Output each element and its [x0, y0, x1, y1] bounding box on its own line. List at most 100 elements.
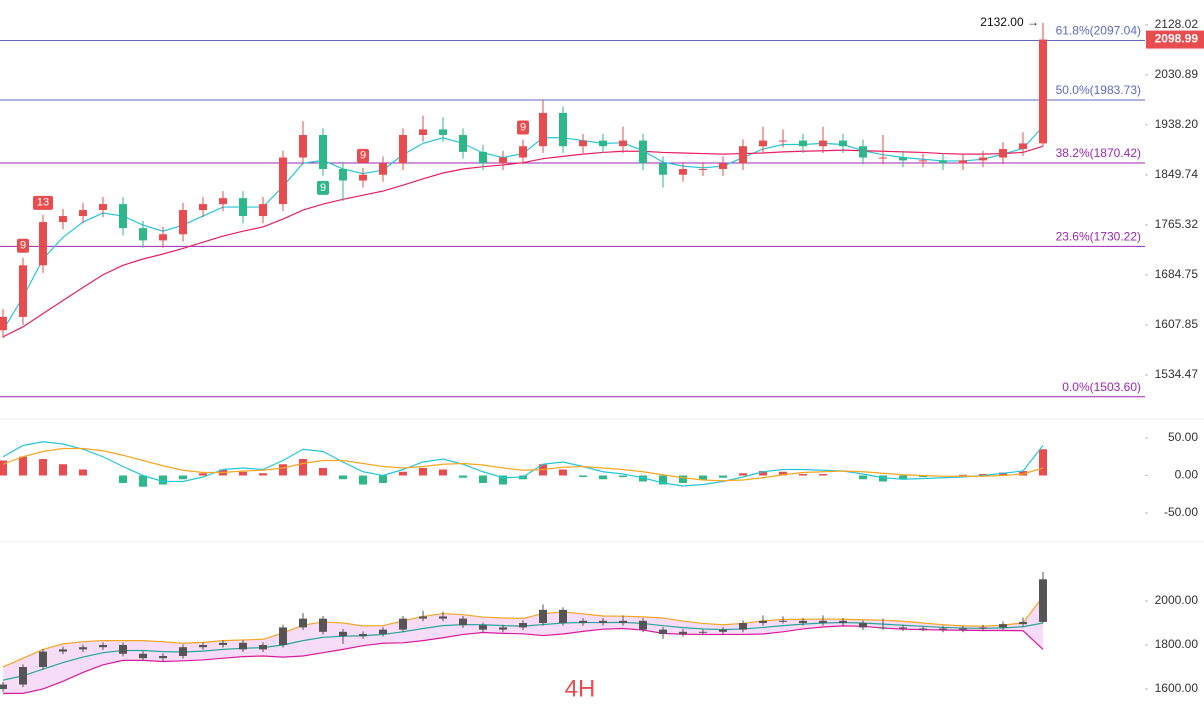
fib-label: 23.6%(1730.22): [1056, 230, 1141, 244]
candle-body: [859, 623, 867, 628]
candle-body: [19, 666, 27, 685]
candle-body: [199, 204, 207, 211]
watermark: 4H: [565, 675, 596, 702]
candle-body: [779, 140, 787, 142]
macd-bar: [639, 475, 647, 482]
macd-bar: [679, 475, 687, 483]
y-tick-label: 1938.20: [1155, 117, 1199, 131]
candle-body: [699, 168, 707, 170]
y-tick-label: 2128.02: [1155, 17, 1199, 31]
candle-body: [399, 618, 407, 630]
candle-body: [599, 140, 607, 147]
macd-bar: [479, 475, 487, 483]
candle-body: [419, 129, 427, 135]
candle-body: [539, 609, 547, 624]
candle-body: [499, 157, 507, 164]
y-tick-label: 1600.00: [1155, 681, 1199, 695]
candle-body: [639, 140, 647, 164]
macd-bar: [419, 468, 427, 476]
band-lower: [3, 625, 1044, 694]
candle-body: [0, 684, 7, 689]
candle-body: [839, 620, 847, 624]
candle-body: [99, 204, 107, 211]
macd-bar: [559, 469, 567, 476]
candle-body: [39, 222, 47, 266]
candle-body: [999, 149, 1007, 158]
macd-bar: [459, 475, 467, 478]
candle-body: [1019, 143, 1027, 150]
macd-bar: [499, 475, 507, 485]
macd-bar: [259, 473, 267, 476]
candle-body: [599, 620, 607, 624]
candle-body: [919, 628, 927, 630]
candle-body: [59, 216, 67, 223]
macd-bar: [799, 474, 807, 476]
candle-body: [579, 620, 587, 624]
candle-body: [479, 625, 487, 630]
candle-body: [299, 618, 307, 628]
td-label: 9: [360, 150, 366, 162]
y-tick-label: 1607.85: [1155, 317, 1199, 331]
macd-bar: [659, 475, 667, 485]
macd-bar: [319, 468, 327, 476]
candle-body: [979, 627, 987, 629]
macd-bar: [859, 475, 867, 480]
candle-body: [819, 140, 827, 147]
candle-body: [59, 649, 67, 652]
macd-bar: [59, 464, 67, 476]
candle-body: [359, 634, 367, 637]
y-tick-label: 1534.47: [1155, 367, 1199, 381]
y-tick-label: 1684.75: [1155, 267, 1199, 281]
td-label: 13: [37, 197, 49, 209]
macd-bar: [919, 475, 927, 477]
candle-body: [359, 174, 367, 181]
candle-body: [979, 157, 987, 161]
macd-bar: [279, 464, 287, 476]
candle-body: [0, 316, 7, 331]
candle-body: [939, 160, 947, 164]
candle-body: [899, 157, 907, 161]
candle-body: [339, 631, 347, 637]
macd-bar: [899, 475, 907, 479]
candle-body: [279, 157, 287, 205]
candle-body: [379, 629, 387, 635]
candle-body: [219, 642, 227, 645]
band-upper: [2, 596, 1044, 668]
moving-average: [2, 145, 1044, 338]
macd-bar: [399, 471, 407, 476]
candle-body: [139, 653, 147, 659]
macd-bar: [579, 475, 587, 477]
candle-body: [739, 146, 747, 164]
y-tick-label: 1765.32: [1155, 217, 1199, 231]
candle-body: [859, 146, 867, 158]
candle-body: [919, 160, 927, 162]
macd-bar: [439, 469, 447, 476]
band-fill: [3, 596, 1043, 694]
candle-body: [959, 628, 967, 630]
macd-bar: [379, 475, 387, 483]
candle-body: [779, 620, 787, 622]
candle-body: [879, 157, 887, 159]
candle-body: [79, 210, 87, 217]
macd-bar: [139, 475, 147, 487]
macd-bar: [199, 473, 207, 476]
high-annotation: 2132.00 →: [980, 15, 1039, 29]
td-badge: [357, 148, 369, 163]
candle-body: [559, 609, 567, 624]
candle-body: [559, 112, 567, 147]
candle-body: [679, 631, 687, 635]
candle-body: [299, 134, 307, 158]
macd-bar: [339, 475, 347, 480]
candle-body: [799, 140, 807, 147]
candle-body: [999, 624, 1007, 628]
y-tick-label: -50.00: [1164, 505, 1198, 519]
macd-bar: [19, 456, 27, 476]
macd-bar: [359, 475, 367, 485]
candle-body: [179, 210, 187, 235]
candle-body: [759, 140, 767, 147]
candle-body: [319, 618, 327, 632]
candle-body: [119, 645, 127, 654]
candle-body: [459, 618, 467, 626]
td-badge: [17, 238, 29, 253]
